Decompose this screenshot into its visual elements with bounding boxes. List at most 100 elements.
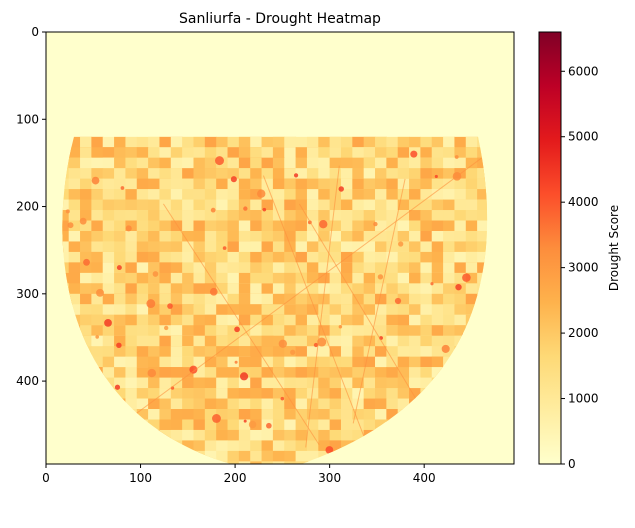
heatmap-cell: [375, 377, 387, 389]
colorbar-scale: [538, 31, 562, 465]
heatmap-cell: [477, 230, 488, 242]
heatmap-cell: [431, 314, 444, 326]
heatmap-cell: [68, 461, 81, 464]
heatmap-cell: [193, 251, 206, 263]
heatmap-road: [162, 203, 320, 445]
heatmap-cell: [284, 168, 297, 180]
heatmap-cell: [204, 409, 217, 420]
heatmap-cell: [340, 220, 353, 232]
heatmap-cell: [148, 346, 160, 358]
heatmap-cell: [80, 262, 92, 274]
heatmap-cell: [340, 409, 353, 420]
heatmap-cell: [182, 147, 194, 159]
heatmap-cell: [170, 461, 194, 464]
heatmap-hotspot: [248, 420, 257, 429]
colorbar-ticks: 0 1000 2000 3000 4000 5000 6000: [561, 64, 599, 471]
heatmap-cell: [511, 399, 534, 410]
heatmap-cell: [295, 398, 308, 410]
heatmap-hotspot: [125, 225, 132, 232]
heatmap-cell: [148, 409, 160, 420]
heatmap-cell: [227, 157, 240, 169]
heatmap-cell: [227, 419, 240, 431]
heatmap-cell: [386, 199, 399, 211]
x-tick-label: 400: [413, 471, 436, 485]
heatmap-hotspot: [441, 344, 450, 353]
heatmap-cell: [511, 210, 534, 231]
heatmap-cell: [431, 367, 444, 379]
heatmap-cell: [284, 450, 297, 464]
x-tick-label: 300: [318, 471, 341, 485]
heatmap-hotspot: [215, 156, 224, 166]
heatmap-hotspot: [317, 337, 327, 347]
heatmap-hotspot: [209, 287, 218, 296]
heatmap-cell: [409, 293, 421, 305]
heatmap-cell: [182, 168, 194, 180]
heatmap-cell: [306, 450, 319, 464]
heatmap-hotspot: [95, 335, 100, 339]
heatmap-cell: [306, 230, 319, 242]
heatmap-cell: [238, 189, 251, 201]
heatmap-cell: [80, 304, 92, 316]
heatmap-cell: [102, 262, 115, 274]
heatmap-cell: [306, 304, 319, 316]
heatmap-hotspot: [240, 372, 249, 381]
heatmap-cell: [159, 262, 172, 274]
x-tick-label: 200: [224, 471, 247, 485]
heatmap-cell: [125, 220, 138, 232]
heatmap-cell: [114, 325, 126, 337]
heatmap-cell: [114, 356, 126, 368]
heatmap-cell: [340, 304, 353, 316]
heatmap-cell: [148, 335, 160, 347]
heatmap-cell: [159, 189, 172, 201]
heatmap-cell: [68, 241, 81, 253]
heatmap-cell: [272, 461, 285, 464]
heatmap-cell: [409, 304, 421, 316]
heatmap-cell: [159, 398, 172, 410]
heatmap-cell: [375, 136, 387, 148]
heatmap-cell: [420, 262, 433, 274]
heatmap-cell: [431, 178, 444, 190]
heatmap-hotspot: [243, 419, 247, 423]
colorbar-label: Drought Score: [607, 205, 621, 291]
heatmap-cell: [182, 272, 194, 284]
heatmap-cell: [182, 461, 194, 464]
y-tick-label: 0: [31, 25, 39, 39]
heatmap-cell: [340, 325, 353, 337]
heatmap-cell: [386, 461, 410, 464]
heatmap-cell: [91, 189, 104, 201]
heatmap-cell: [193, 272, 206, 284]
heatmap-cell: [465, 136, 488, 148]
heatmap-cell: [68, 230, 81, 242]
heatmap-cell: [272, 241, 285, 253]
heatmap-cell: [340, 367, 353, 379]
y-axis: 0 100 200 300 400: [16, 25, 46, 388]
heatmap-cell: [238, 356, 251, 368]
heatmap-cell: [511, 294, 534, 305]
heatmap-hotspot: [234, 360, 238, 364]
heatmap-cell: [182, 409, 194, 420]
heatmap-cell: [340, 461, 365, 464]
heatmap-cell: [465, 241, 488, 253]
heatmap-cell: [397, 377, 410, 389]
heatmap-cell: [170, 168, 183, 180]
heatmap-cell: [409, 210, 421, 222]
heatmap-cell: [125, 178, 138, 190]
heatmap-cell: [170, 314, 183, 326]
heatmap-cell: [193, 346, 206, 358]
heatmap-cell: [295, 335, 308, 347]
heatmap-hotspot: [257, 189, 266, 198]
heatmap-cell: [443, 241, 455, 253]
chart-title: Sanliurfa - Drought Heatmap: [179, 11, 381, 27]
heatmap-cell: [477, 262, 488, 274]
heatmap-cell: [114, 283, 126, 295]
heatmap-cell: [68, 251, 81, 263]
heatmap-cell: [114, 210, 126, 222]
heatmap-cell: [386, 335, 399, 347]
heatmap-cell: [511, 409, 534, 420]
heatmap-hotspot: [152, 271, 159, 277]
heatmap-cell: [114, 136, 126, 148]
heatmap-cell: [352, 199, 365, 211]
heatmap-cell: [397, 283, 410, 295]
heatmap-hotspot: [338, 325, 343, 329]
